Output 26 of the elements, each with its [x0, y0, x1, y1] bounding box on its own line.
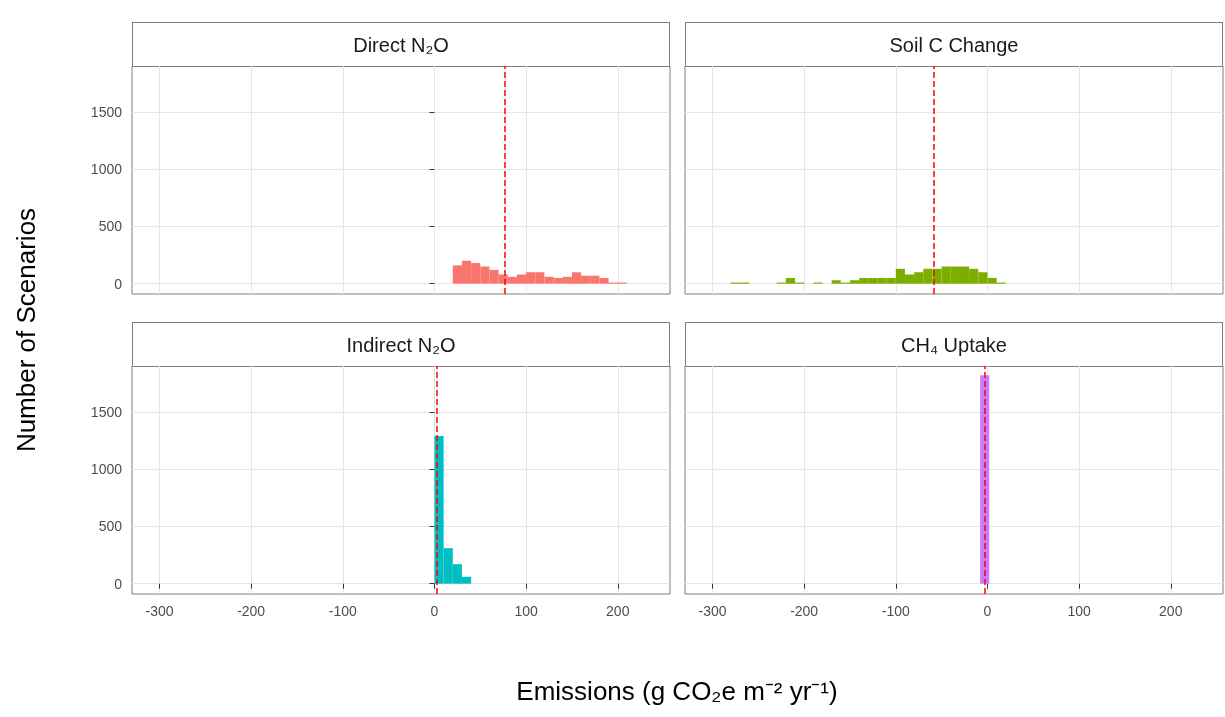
x-tick-label: 200	[1159, 603, 1183, 619]
chart-title: Soil C Change	[685, 22, 1223, 67]
x-tick-label: -200	[790, 603, 819, 619]
x-tick-label: -300	[145, 603, 174, 619]
x-tick-label: -200	[237, 603, 266, 619]
y-axis-title: Number of Scenarios	[10, 207, 42, 453]
y-tick-label: 1500	[90, 103, 123, 120]
x-tick-label: 0	[430, 603, 439, 619]
x-tick-label: -100	[881, 603, 911, 619]
chart-title: Direct N₂O	[132, 22, 670, 67]
y-tick-label: 1000	[90, 161, 123, 178]
y-tick-label: 0	[114, 575, 123, 592]
x-axis-title: Emissions (g CO₂e m⁻² yr⁻¹)	[516, 675, 838, 708]
x-tick-label: -100	[328, 603, 358, 619]
y-tick-label: 0	[114, 275, 123, 292]
chart-title: CH₄ Uptake	[685, 322, 1223, 367]
chart-title: Indirect N₂O	[132, 322, 670, 367]
x-tick-label: 0	[983, 603, 992, 619]
x-tick-label: 100	[1067, 603, 1091, 619]
x-tick-label: 200	[606, 603, 630, 619]
y-tick-label: 500	[98, 218, 123, 235]
y-tick-label: 500	[98, 518, 123, 535]
x-tick-label: 100	[514, 603, 538, 619]
x-tick-label: -300	[698, 603, 727, 619]
y-tick-label: 1000	[90, 461, 123, 478]
y-tick-label: 1500	[90, 403, 123, 420]
